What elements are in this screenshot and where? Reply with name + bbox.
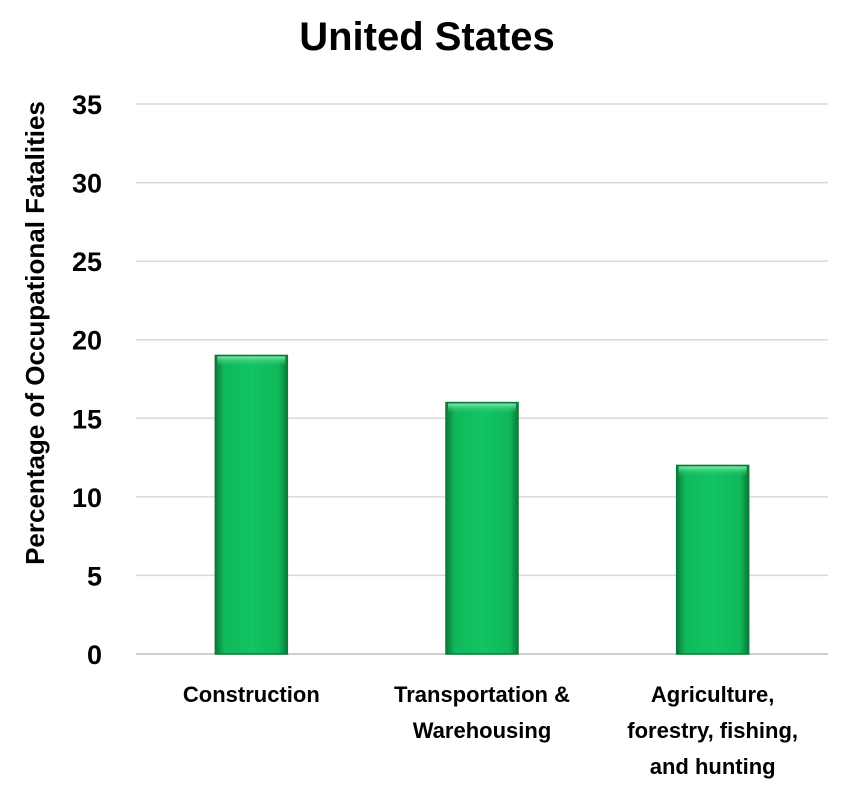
y-tick-label: 5 [87, 561, 102, 591]
x-tick-label: Construction [183, 682, 320, 707]
x-tick-label: Transportation & Warehousing [394, 682, 570, 743]
y-tick-label: 35 [72, 90, 102, 120]
x-tick-label-line: forestry, fishing, [627, 718, 798, 743]
y-tick-label: 25 [72, 247, 102, 277]
chart-title: United States [299, 15, 555, 59]
bar [675, 464, 750, 655]
y-tick-label: 30 [72, 169, 102, 199]
bar-highlight [448, 403, 516, 414]
bar-body [445, 401, 519, 655]
y-tick-label: 15 [72, 404, 102, 434]
x-tick-label-line: Agriculture, [651, 682, 774, 707]
bar [214, 354, 289, 655]
x-tick-label-line: Transportation & [394, 682, 570, 707]
x-tick-label: Agriculture, forestry, fishing, and huntin… [627, 682, 798, 779]
x-tick-label-line: Warehousing [413, 718, 552, 743]
y-tick-label: 10 [72, 483, 102, 513]
x-tick-label-line: Construction [183, 682, 320, 707]
bar-highlight [678, 466, 747, 477]
x-tick-label-line: and hunting [650, 754, 776, 779]
bar-highlight [217, 356, 286, 367]
y-tick-label: 0 [87, 640, 102, 670]
bar-body [675, 464, 750, 655]
y-axis-label: Percentage of Occupational Fatalities [20, 101, 50, 565]
bar-body [214, 354, 289, 655]
bar [445, 401, 519, 655]
y-tick-label: 20 [72, 326, 102, 356]
